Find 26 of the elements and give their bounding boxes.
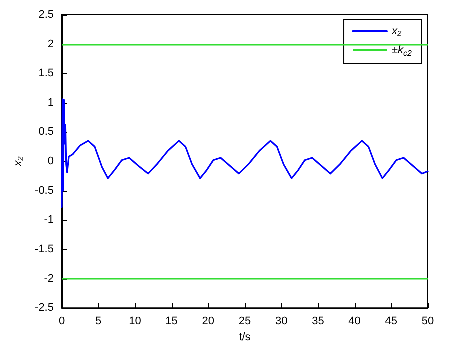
x-tick-label: 50 [422, 316, 434, 328]
x-axis-title: t/s [239, 332, 252, 344]
x-tick-label: 0 [58, 316, 66, 328]
y-tick-label: 2.5 [38, 9, 54, 21]
y-axis-title: x₂ [12, 156, 24, 168]
y-tick-label: -1 [44, 214, 54, 226]
x-tick-label: 40 [348, 316, 361, 328]
x-tick-label: 10 [129, 316, 142, 328]
x-tick-label: 45 [385, 316, 398, 328]
y-tick-label: 2 [48, 38, 54, 50]
x-tick-label: 30 [275, 316, 288, 328]
y-tick-label: 0 [48, 156, 54, 168]
x-tick-label: 20 [202, 316, 215, 328]
y-tick-label: 1 [48, 96, 54, 109]
y-tick-label: -2.5 [35, 302, 54, 314]
y-tick-label: 1.5 [38, 68, 54, 80]
x-tick-label: 25 [238, 316, 252, 328]
y-tick-label: -1.5 [35, 243, 54, 256]
x-tick-label: 5 [96, 316, 102, 328]
y-tick-label: -2 [44, 272, 54, 285]
x-tick-label: 35 [312, 316, 324, 328]
x-tick-label: 15 [166, 316, 178, 328]
y-tick-label: -0.5 [35, 184, 54, 197]
y-tick-label: 0.5 [38, 126, 54, 138]
line-series [61, 98, 429, 208]
legend-label: x₂ [391, 26, 403, 38]
